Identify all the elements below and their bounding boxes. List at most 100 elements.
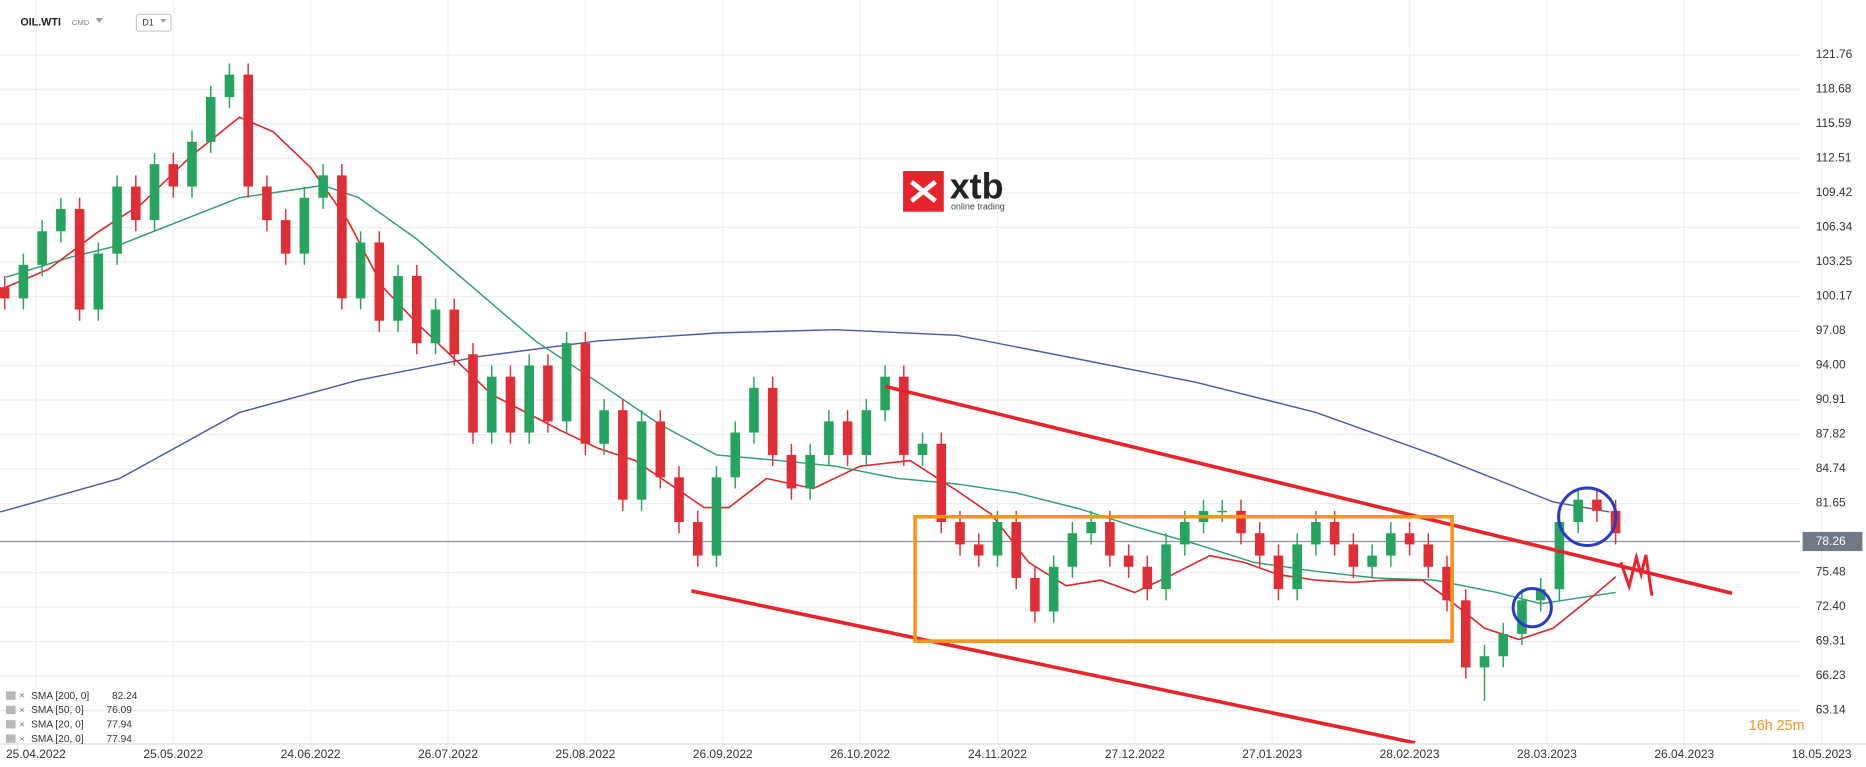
candle-body: [1460, 600, 1471, 668]
price-axis: 63.14 66.23 69.31 72.40 75.48 81.65 84.74 87.82…: [0, 47, 1866, 761]
candle-body: [599, 410, 609, 444]
candle-body: [56, 208, 66, 232]
legend-icon: [5, 691, 16, 700]
candle-body: [917, 443, 928, 455]
legend-icon: [5, 720, 16, 729]
x-tick-label: 18.05.2023: [1792, 747, 1852, 761]
candle-body: [1348, 544, 1359, 567]
projection-path: [1619, 551, 1654, 596]
countdown: 16h 25m: [1749, 718, 1805, 734]
candle-body: [243, 74, 253, 187]
candle-body: [936, 443, 947, 523]
y-tick-label: 69.31: [1816, 634, 1846, 648]
candle-body: [1329, 522, 1340, 545]
candle-body: [955, 522, 965, 545]
candle-body: [973, 544, 984, 556]
candle-body: [1498, 633, 1509, 657]
x-tick-label: 24.06.2022: [281, 747, 341, 761]
y-tick-label: 109.42: [1816, 185, 1853, 199]
y-tick-label: 121.76: [1816, 47, 1853, 61]
candle-body: [899, 376, 909, 455]
candle-body: [692, 522, 703, 556]
last-price-label: 78.26: [1816, 534, 1846, 548]
legend-label: SMA [200, 0]: [31, 691, 89, 702]
range-box: [913, 514, 1454, 643]
candle-body: [411, 276, 422, 344]
legend-value: 82.24: [112, 691, 138, 702]
logo: xtb online trading: [903, 166, 1005, 212]
timeframe-box[interactable]: [135, 13, 172, 32]
legend-close: ×: [19, 719, 25, 730]
candle-body: [74, 208, 85, 310]
candle-body: [786, 454, 797, 489]
x-tick-label: 24.11.2022: [968, 747, 1027, 761]
candle-body: [1592, 499, 1602, 511]
timeframe[interactable]: D1: [142, 18, 153, 28]
candle-body: [355, 242, 366, 299]
candle-body: [187, 141, 197, 187]
x-tick-label: 25.05.2022: [143, 747, 203, 761]
dropdown-arrow[interactable]: [160, 19, 167, 23]
candle-body: [561, 343, 572, 422]
x-tick-label: 26.07.2022: [418, 747, 478, 761]
candle-body: [1479, 656, 1490, 668]
legend-value: 77.94: [106, 720, 132, 731]
sma-line: [5, 184, 1616, 605]
y-tick-label: 118.68: [1816, 82, 1852, 96]
candle-body: [524, 365, 534, 433]
candle-body: [1386, 533, 1396, 556]
y-tick-label: 97.08: [1816, 323, 1846, 337]
candle-body: [374, 242, 385, 321]
logo-tagline: online trading: [951, 201, 1005, 211]
y-tick-label: 100.17: [1816, 289, 1853, 303]
legend-value: 76.09: [106, 705, 132, 716]
candle-body: [1442, 566, 1452, 601]
candle-body: [861, 410, 872, 455]
candle-body: [767, 387, 778, 455]
candle-body: [1067, 533, 1078, 567]
candle-body: [1311, 522, 1321, 545]
candle-body: [280, 220, 291, 254]
dropdown-arrow[interactable]: [95, 17, 103, 23]
logo-icon: [909, 179, 937, 203]
y-tick-label: 103.25: [1816, 254, 1853, 268]
candle-body: [505, 376, 516, 433]
candle-body: [1030, 577, 1040, 612]
candle-body: [1404, 533, 1415, 545]
candle-body: [168, 164, 179, 187]
y-tick-label: 72.40: [1816, 599, 1846, 613]
candle-body: [842, 421, 853, 455]
candle-body: [37, 231, 47, 265]
x-tick-label: 26.09.2022: [693, 747, 753, 761]
candle-body: [674, 477, 684, 523]
candle-body: [318, 175, 328, 198]
candle-body: [1236, 510, 1246, 534]
candle-body: [1517, 600, 1527, 634]
candle-body: [468, 354, 478, 433]
y-tick-label: 112.51: [1816, 151, 1852, 165]
legend-close: ×: [19, 734, 25, 745]
y-tick-label: 75.48: [1816, 565, 1846, 579]
x-tick-label: 25.08.2022: [555, 747, 615, 761]
highlight-circle: [1511, 587, 1553, 629]
candle-body: [1254, 533, 1265, 556]
market: CMD: [72, 18, 90, 27]
y-tick-label: 106.34: [1816, 220, 1853, 234]
candle-body: [1367, 555, 1377, 567]
y-tick-label: 63.14: [1816, 703, 1846, 717]
candle-body: [112, 186, 122, 254]
indicator-lines: [0, 116, 1617, 641]
y-tick-label: 66.23: [1816, 668, 1846, 682]
y-tick-label: 94.00: [1816, 358, 1846, 372]
candle-body: [205, 97, 216, 142]
candle-body: [880, 376, 890, 411]
candle-body: [430, 309, 441, 344]
candle-body: [337, 175, 347, 299]
candle-body: [1217, 510, 1228, 513]
candle-body: [1105, 522, 1115, 556]
y-tick-label: 87.82: [1816, 427, 1846, 441]
candle-body: [1123, 555, 1134, 567]
